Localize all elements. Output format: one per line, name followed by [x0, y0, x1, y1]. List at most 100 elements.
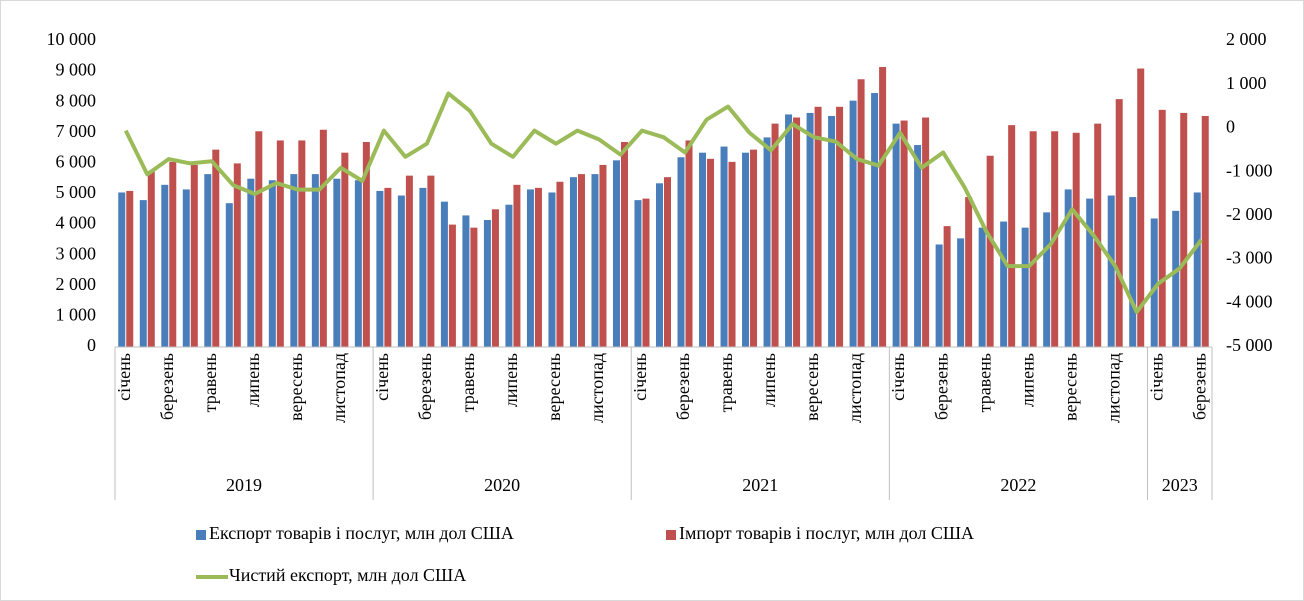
bar	[591, 174, 599, 347]
bar	[505, 204, 513, 347]
y2-tick-label: -1 000	[1226, 160, 1273, 180]
bar	[354, 180, 362, 347]
bar	[1072, 132, 1080, 347]
bar	[247, 178, 255, 347]
bar	[685, 140, 693, 347]
y-tick-label: 7 000	[56, 121, 97, 141]
bar	[225, 203, 233, 347]
bar	[849, 100, 857, 347]
bar	[139, 200, 147, 347]
y-tick-label: 0	[87, 335, 96, 355]
bar	[212, 149, 220, 347]
x-tick-label: березень	[1189, 353, 1209, 420]
bar	[1008, 125, 1016, 348]
bar	[677, 157, 685, 347]
bar	[513, 184, 521, 347]
bar	[341, 152, 349, 347]
x-tick-label: вересень	[286, 353, 306, 421]
bar	[620, 141, 628, 347]
bar	[204, 174, 212, 347]
bar	[879, 67, 887, 347]
y2-tick-label: 0	[1226, 117, 1235, 137]
bar	[1129, 197, 1137, 347]
x-tick-label: вересень	[1060, 353, 1080, 421]
line	[123, 91, 1203, 315]
bar	[871, 93, 879, 348]
bar	[427, 175, 435, 347]
bar	[828, 115, 836, 347]
x-tick-label: січень	[888, 353, 908, 401]
bar	[534, 187, 542, 347]
bar	[943, 226, 951, 347]
x-tick-label: листопад	[587, 353, 607, 423]
bar	[526, 189, 534, 347]
bar	[147, 171, 155, 347]
bar	[1193, 192, 1201, 347]
bar	[763, 137, 771, 347]
bar	[935, 244, 943, 347]
bar	[462, 215, 470, 347]
bar	[965, 197, 973, 347]
bar	[836, 106, 844, 347]
bar	[333, 178, 341, 347]
bar	[785, 114, 793, 347]
bar	[1094, 123, 1102, 348]
bar	[1201, 115, 1209, 347]
bar	[750, 149, 758, 347]
bar	[806, 112, 814, 347]
x-tick-label: листопад	[1103, 353, 1123, 423]
bar	[922, 117, 930, 347]
y-tick-label: 3 000	[56, 243, 97, 263]
bar	[362, 141, 370, 347]
bar	[1158, 109, 1166, 347]
bar	[1180, 112, 1188, 347]
legend-swatch	[666, 530, 676, 540]
x-tick-label: вересень	[802, 353, 822, 421]
bar	[376, 190, 384, 347]
bar	[612, 160, 620, 347]
x-tick-label: травень	[458, 353, 478, 412]
group-label: 2022	[1000, 475, 1036, 495]
bar	[728, 161, 736, 347]
bar	[1137, 68, 1145, 347]
bar	[986, 155, 994, 347]
bar	[707, 158, 715, 347]
bar	[699, 152, 707, 347]
y2-tick-label: -5 000	[1226, 335, 1273, 355]
bar	[634, 200, 642, 347]
bar	[577, 174, 585, 347]
bar	[190, 164, 198, 347]
x-tick-label: березень	[931, 353, 951, 420]
bar	[233, 163, 241, 347]
y2-tick-label: -4 000	[1226, 291, 1273, 311]
bar	[1172, 210, 1180, 347]
x-tick-label: травень	[200, 353, 220, 412]
y-tick-label: 6 000	[56, 152, 97, 172]
x-tick-label: січень	[1146, 353, 1166, 401]
bar	[1086, 198, 1094, 347]
bar	[470, 227, 478, 347]
bar	[892, 123, 900, 348]
bar	[1115, 99, 1123, 347]
x-tick-label: вересень	[544, 353, 564, 421]
bar	[1000, 221, 1008, 347]
y2-tick-label: 2 000	[1226, 29, 1267, 49]
bar	[742, 152, 750, 347]
bar	[276, 140, 284, 347]
bar	[720, 146, 728, 347]
bar	[664, 177, 671, 347]
y-tick-label: 10 000	[47, 29, 97, 49]
bar	[978, 227, 986, 347]
y-tick-label: 2 000	[56, 274, 97, 294]
bar	[771, 123, 779, 348]
bar	[126, 190, 134, 347]
bar	[182, 189, 190, 347]
x-tick-label: липень	[759, 353, 779, 407]
bar	[914, 145, 922, 347]
bar	[405, 175, 413, 347]
bar	[548, 192, 556, 347]
bar	[1150, 218, 1158, 347]
x-tick-label: березень	[157, 353, 177, 420]
group-label: 2023	[1162, 475, 1198, 495]
